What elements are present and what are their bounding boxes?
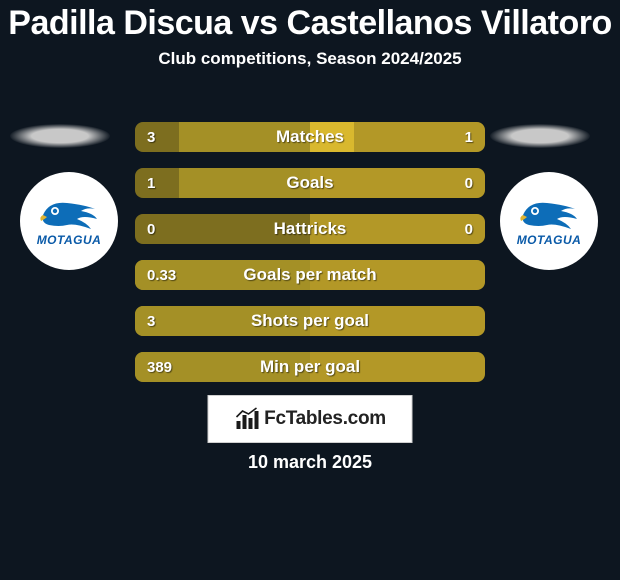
stat-value-right: 0 bbox=[465, 168, 473, 198]
stat-value-left: 389 bbox=[147, 352, 172, 382]
stat-row: Goals1 0 bbox=[135, 168, 485, 198]
stat-value-left: 0 bbox=[147, 214, 155, 244]
player-left-club-badge: MOTAGUA bbox=[20, 172, 118, 270]
stat-label: Matches bbox=[135, 122, 485, 152]
stat-value-left: 3 bbox=[147, 122, 155, 152]
stat-value-right: 0 bbox=[465, 214, 473, 244]
date: 10 march 2025 bbox=[0, 452, 620, 473]
stat-label: Goals per match bbox=[135, 260, 485, 290]
stat-row: Shots per goal3 bbox=[135, 306, 485, 336]
eagle-icon bbox=[517, 195, 581, 235]
footer-brand-text: FcTables.com bbox=[264, 408, 386, 430]
player-left-shadow bbox=[10, 124, 110, 148]
club-logo-left: MOTAGUA bbox=[37, 195, 102, 247]
comparison-bars: Matches31Goals10Hattricks00Goals per mat… bbox=[135, 122, 485, 398]
player-right-club-badge: MOTAGUA bbox=[500, 172, 598, 270]
club-name-right: MOTAGUA bbox=[517, 233, 582, 247]
page-title: Padilla Discua vs Castellanos Villatoro bbox=[0, 0, 620, 43]
stat-value-left: 3 bbox=[147, 306, 155, 336]
club-name-left: MOTAGUA bbox=[37, 233, 102, 247]
stat-row: Hattricks0 0 bbox=[135, 214, 485, 244]
stat-label: Shots per goal bbox=[135, 306, 485, 336]
stat-value-right: 1 bbox=[465, 122, 473, 152]
bar-chart-icon bbox=[234, 407, 260, 431]
footer-brand: FcTables.com bbox=[208, 395, 413, 443]
stat-row: Min per goal389 bbox=[135, 352, 485, 382]
stat-label: Min per goal bbox=[135, 352, 485, 382]
player-right-shadow bbox=[490, 124, 590, 148]
stat-row: Goals per match0.33 bbox=[135, 260, 485, 290]
subtitle: Club competitions, Season 2024/2025 bbox=[0, 49, 620, 69]
stat-label: Goals bbox=[135, 168, 485, 198]
stat-value-left: 0.33 bbox=[147, 260, 176, 290]
stat-label: Hattricks bbox=[135, 214, 485, 244]
stat-row: Matches3 1 bbox=[135, 122, 485, 152]
club-logo-right: MOTAGUA bbox=[517, 195, 582, 247]
eagle-icon bbox=[37, 195, 101, 235]
stat-value-left: 1 bbox=[147, 168, 155, 198]
